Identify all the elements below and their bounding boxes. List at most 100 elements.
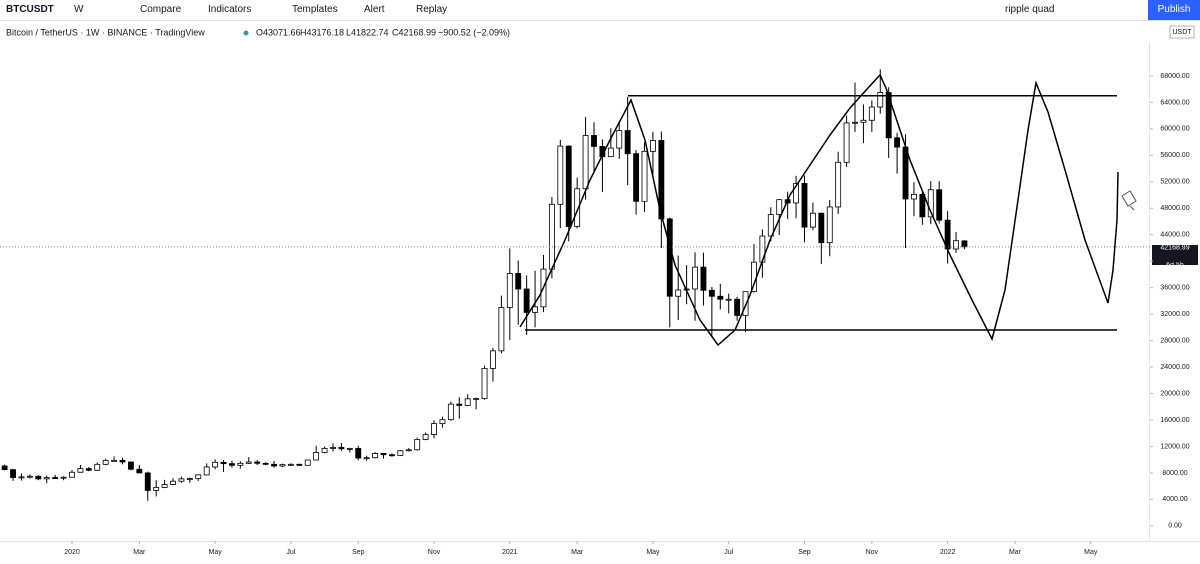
candle-body — [641, 150, 648, 202]
candle-body — [506, 273, 513, 308]
candle-body — [237, 462, 244, 466]
candle-body — [616, 130, 623, 149]
x-tick-label: Nov — [866, 549, 879, 556]
candle-body — [397, 450, 404, 456]
candle-body — [523, 288, 530, 313]
candle-body — [330, 447, 336, 449]
candle-body — [658, 140, 665, 220]
candle-body — [111, 459, 118, 462]
candle-body — [338, 447, 345, 450]
candle-body — [885, 92, 892, 139]
candle-body — [481, 367, 488, 399]
indicators[interactable]: Indicators — [208, 4, 252, 15]
publish-button[interactable]: Publish — [1148, 0, 1200, 20]
candle-body — [498, 307, 505, 352]
candle-body — [473, 398, 480, 400]
candle-body — [490, 350, 496, 369]
replay[interactable]: Replay — [416, 4, 448, 15]
candle-body — [1, 465, 8, 471]
candle-body — [10, 469, 16, 478]
candle-body — [439, 419, 446, 425]
candle-body — [254, 461, 261, 464]
candle-body — [818, 212, 825, 244]
candle-body — [422, 434, 429, 440]
candle-body — [548, 203, 555, 270]
interval[interactable]: W — [74, 4, 84, 15]
candle-body — [321, 448, 328, 453]
candle-body — [389, 454, 395, 457]
legend-open: O43071.66 — [256, 27, 301, 37]
candle-body — [692, 266, 698, 290]
candle-body — [229, 463, 235, 466]
compare[interactable]: Compare — [140, 4, 182, 15]
candle-body — [725, 298, 732, 301]
candle-body — [313, 452, 320, 461]
candle-body — [346, 448, 353, 450]
candle-body — [203, 466, 210, 476]
x-tick-label: May — [1084, 549, 1098, 556]
x-tick-label: Sep — [798, 549, 811, 556]
x-tick-label: Sep — [352, 549, 365, 556]
candle-body — [195, 474, 202, 479]
candle-body — [801, 183, 808, 228]
unit-box[interactable] — [1169, 25, 1195, 39]
candle-body — [776, 199, 783, 215]
candle-body — [43, 477, 50, 480]
candle-body — [52, 477, 59, 479]
candle-body — [582, 135, 589, 190]
y-tick-label: 32000.00 — [1160, 311, 1189, 318]
candle-body — [127, 461, 134, 470]
candle-body — [565, 145, 572, 227]
candle-body — [69, 471, 75, 478]
candle-body — [717, 295, 724, 300]
candle-body — [186, 478, 193, 480]
candle-body — [860, 119, 867, 123]
pencil-cursor — [1121, 190, 1137, 211]
candle-body — [464, 398, 471, 406]
candle-body — [843, 122, 850, 163]
candle-body — [633, 153, 640, 202]
layout-name[interactable]: ripple quad — [1005, 4, 1055, 15]
candle-body — [852, 121, 858, 124]
freehand-drawing[interactable] — [519, 73, 1119, 347]
candle-body — [287, 463, 294, 466]
candle-body — [456, 403, 463, 406]
candle-body — [675, 289, 682, 297]
status-dot — [243, 30, 249, 36]
candle-body — [809, 212, 816, 228]
y-tick-label: 20000.00 — [1160, 390, 1189, 397]
candle-body — [170, 480, 176, 485]
candle-body — [77, 468, 84, 473]
candle-body — [304, 459, 311, 466]
legend-close: C42168.99 — [392, 27, 436, 37]
candle-body — [414, 439, 421, 451]
x-tick-label: Nov — [428, 549, 441, 556]
y-tick-label: 40000.00 — [1160, 258, 1189, 265]
candle-body — [262, 462, 269, 465]
candle-body — [94, 463, 101, 471]
y-tick-label: 64000.00 — [1160, 99, 1189, 106]
y-tick-label: 16000.00 — [1160, 417, 1189, 424]
candle-body — [431, 423, 437, 435]
y-tick-label: 44000.00 — [1160, 232, 1189, 239]
candle-body — [178, 478, 185, 482]
candle-body — [877, 92, 884, 108]
candle-body — [515, 273, 522, 290]
candle-body — [953, 240, 959, 250]
x-tick-label: May — [646, 549, 660, 556]
candle-body — [700, 266, 707, 291]
templates[interactable]: Templates — [292, 4, 338, 15]
candle-body — [911, 193, 917, 200]
candle-body — [826, 206, 833, 244]
candle-body — [767, 214, 774, 237]
y-tick-label: 24000.00 — [1160, 364, 1189, 371]
candle-body — [868, 106, 875, 121]
candle-body — [405, 449, 412, 452]
y-tick-label: 68000.00 — [1160, 73, 1189, 80]
candle-body — [161, 484, 168, 488]
y-tick-label: 12000.00 — [1160, 443, 1189, 450]
candle-body — [85, 468, 92, 471]
symbol[interactable]: BTCUSDT — [6, 4, 54, 15]
alert[interactable]: Alert — [364, 4, 385, 15]
